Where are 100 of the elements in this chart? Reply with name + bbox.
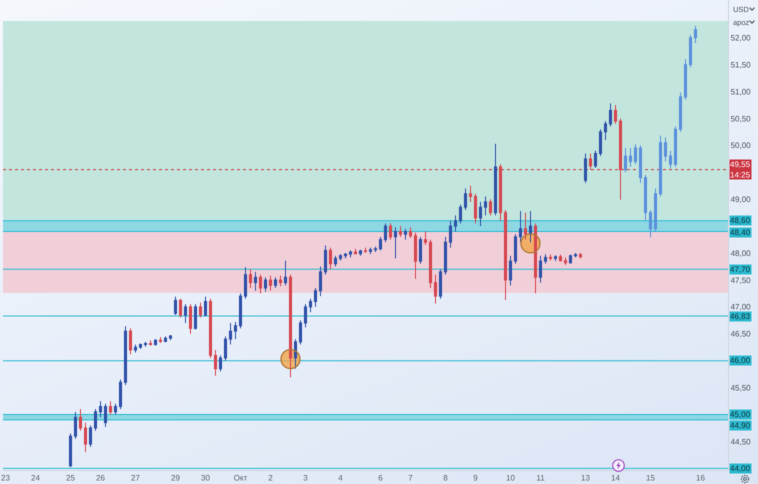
candlestick bbox=[584, 152, 588, 184]
y-tick-label: 44,50 bbox=[730, 437, 752, 446]
candlestick bbox=[464, 188, 468, 210]
candlestick bbox=[498, 164, 502, 222]
candlestick bbox=[258, 274, 262, 294]
candlestick bbox=[254, 271, 258, 292]
candlestick bbox=[538, 255, 542, 284]
candlestick bbox=[414, 232, 418, 280]
candlestick bbox=[208, 298, 212, 359]
y-tick-label: 47,50 bbox=[730, 276, 752, 285]
candlestick bbox=[428, 239, 432, 289]
ref-line-label: 46,00 bbox=[730, 356, 751, 365]
y-tick-label: 45,50 bbox=[730, 383, 752, 392]
candlestick bbox=[594, 150, 598, 168]
candlestick bbox=[534, 222, 538, 294]
candlestick bbox=[688, 34, 692, 68]
x-tick-label: 2 bbox=[268, 474, 274, 483]
ref-line-label: 45,00 bbox=[730, 410, 751, 419]
candlestick bbox=[474, 193, 478, 224]
candlestick bbox=[218, 354, 222, 372]
candlestick bbox=[188, 304, 192, 334]
candlestick bbox=[158, 336, 162, 344]
y-tick-label: 47,00 bbox=[730, 302, 752, 312]
candlestick bbox=[74, 411, 78, 440]
candlestick bbox=[458, 204, 462, 224]
candlestick bbox=[444, 236, 448, 276]
candlestick bbox=[448, 220, 452, 248]
candlestick bbox=[114, 403, 118, 416]
x-tick-label: 11 bbox=[536, 474, 546, 483]
candlestick bbox=[694, 25, 698, 44]
candlestick bbox=[674, 126, 678, 168]
candlestick bbox=[298, 320, 302, 346]
candlestick bbox=[168, 334, 172, 341]
candlestick bbox=[94, 408, 98, 432]
candlestick bbox=[624, 148, 628, 173]
candlestick bbox=[194, 304, 198, 330]
candlestick bbox=[648, 209, 652, 238]
candlestick bbox=[184, 304, 188, 324]
candlestick bbox=[308, 298, 312, 313]
ref-line-label: 49,55 14:25 bbox=[730, 160, 751, 180]
candlestick bbox=[678, 92, 682, 132]
candlestick bbox=[148, 340, 152, 346]
candlestick bbox=[284, 260, 288, 286]
candlestick bbox=[658, 135, 662, 198]
candlestick bbox=[408, 226, 412, 238]
x-tick-label: 3 bbox=[303, 474, 308, 483]
x-tick-label: 29 bbox=[171, 474, 180, 483]
candlestick bbox=[668, 150, 672, 170]
candlestick bbox=[544, 254, 548, 264]
candlestick bbox=[558, 254, 562, 262]
y-tick-label: 48,00 bbox=[730, 248, 752, 258]
ref-line-label: 46,83 bbox=[730, 312, 751, 321]
x-tick-label: 27 bbox=[131, 474, 140, 483]
candlestick bbox=[604, 120, 608, 140]
x-tick-label: 23 bbox=[1, 474, 10, 483]
candlestick bbox=[274, 276, 278, 289]
x-tick-label: 16 bbox=[696, 474, 706, 483]
x-tick-label: 8 bbox=[443, 474, 448, 483]
candlestick bbox=[644, 174, 648, 222]
y-tick-label: 52,00 bbox=[730, 33, 752, 42]
candlestick bbox=[404, 228, 408, 240]
x-tick-label: 4 bbox=[338, 474, 344, 483]
candlestick bbox=[68, 432, 72, 468]
candlestick bbox=[478, 201, 482, 227]
candlestick bbox=[388, 222, 392, 240]
candlestick bbox=[318, 266, 322, 297]
candlestick bbox=[528, 210, 532, 243]
candlestick bbox=[618, 118, 622, 200]
candlestick bbox=[598, 128, 602, 157]
candlestick bbox=[344, 252, 348, 259]
x-tick-label: Окт bbox=[234, 474, 248, 483]
candlestick bbox=[224, 336, 228, 362]
candlestick bbox=[144, 341, 148, 348]
candlestick bbox=[138, 342, 142, 350]
ref-line-label: 48,60 bbox=[730, 216, 751, 225]
candlestick bbox=[378, 236, 382, 251]
candlestick bbox=[548, 254, 552, 262]
candlestick bbox=[164, 336, 168, 343]
candlestick bbox=[328, 247, 332, 270]
x-tick-label: 10 bbox=[506, 474, 516, 483]
candlestick bbox=[178, 298, 182, 318]
y-tick-label: 50,00 bbox=[730, 141, 752, 150]
candlestick bbox=[564, 256, 568, 266]
candlestick bbox=[638, 144, 642, 184]
y-tick-label: 49,00 bbox=[730, 195, 752, 204]
candlestick bbox=[484, 196, 488, 216]
candlestick bbox=[108, 400, 112, 416]
y-tick-label: 46,50 bbox=[730, 330, 752, 339]
candlestick bbox=[364, 247, 368, 254]
candlestick bbox=[394, 226, 398, 259]
y-tick-label: 51,00 bbox=[730, 87, 752, 96]
candlestick bbox=[664, 136, 668, 162]
candlestick bbox=[314, 288, 318, 308]
candlestick bbox=[324, 245, 328, 276]
candlestick bbox=[524, 212, 528, 240]
x-tick-label: 24 bbox=[31, 474, 40, 483]
x-tick-label: 30 bbox=[201, 474, 210, 483]
y-tick-label: 50,50 bbox=[730, 114, 752, 124]
ref-line-label: 48,40 bbox=[730, 228, 751, 237]
candlestick bbox=[278, 275, 282, 287]
